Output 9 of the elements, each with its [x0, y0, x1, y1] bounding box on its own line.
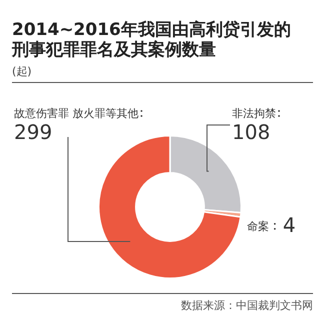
slice-label: 非法拘禁 — [232, 107, 276, 120]
slice-label: 故意伤害罪 放火罪等其他 — [14, 107, 138, 120]
chart-title: 2014~2016年我国由高利贷引发的刑事犯罪罪名及其案例数量 — [12, 20, 292, 60]
slice-label: 命案 — [246, 220, 269, 233]
data-label: 4 — [282, 212, 296, 237]
source-note: 数据来源：中国裁判文书网 — [181, 298, 313, 313]
data-label: 108 — [232, 120, 270, 144]
data-label: 299 — [14, 120, 52, 144]
chart-subtitle: (起) — [12, 64, 32, 79]
